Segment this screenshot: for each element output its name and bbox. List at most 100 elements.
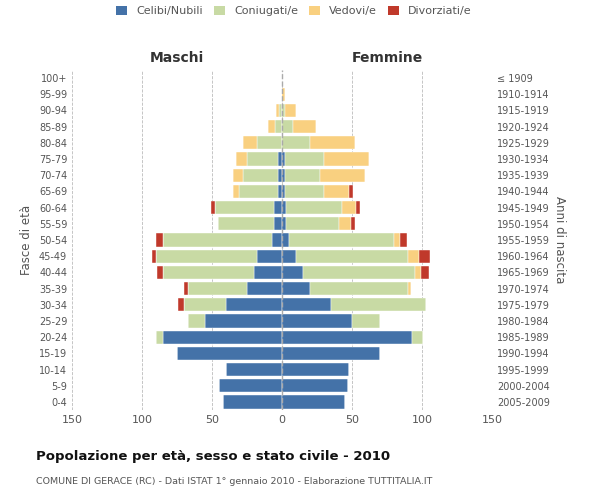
- Bar: [310, 282, 408, 295]
- Bar: [188, 282, 247, 295]
- Bar: [282, 88, 285, 101]
- Bar: [226, 298, 282, 312]
- Bar: [156, 250, 257, 263]
- Bar: [350, 217, 355, 230]
- Bar: [282, 217, 286, 230]
- Bar: [163, 234, 272, 246]
- Bar: [178, 298, 184, 312]
- Bar: [282, 396, 345, 408]
- Bar: [310, 136, 355, 149]
- Bar: [296, 250, 408, 263]
- Bar: [215, 201, 274, 214]
- Bar: [156, 330, 163, 344]
- Bar: [243, 136, 257, 149]
- Bar: [157, 266, 163, 279]
- Bar: [282, 266, 303, 279]
- Bar: [331, 298, 426, 312]
- Bar: [282, 314, 352, 328]
- Bar: [340, 217, 350, 230]
- Bar: [415, 266, 421, 279]
- Y-axis label: Anni di nascita: Anni di nascita: [553, 196, 566, 284]
- Bar: [219, 379, 282, 392]
- Bar: [282, 201, 286, 214]
- Bar: [289, 234, 394, 246]
- Bar: [282, 346, 380, 360]
- Bar: [400, 234, 407, 246]
- Bar: [257, 250, 282, 263]
- Bar: [218, 217, 274, 230]
- Text: Femmine: Femmine: [352, 51, 422, 65]
- Bar: [408, 250, 419, 263]
- Bar: [282, 363, 349, 376]
- Bar: [156, 234, 163, 246]
- Bar: [282, 234, 289, 246]
- Bar: [275, 120, 282, 134]
- Bar: [152, 250, 156, 263]
- Bar: [293, 120, 316, 134]
- Bar: [282, 136, 310, 149]
- Bar: [412, 330, 424, 344]
- Bar: [320, 168, 365, 182]
- Bar: [247, 282, 282, 295]
- Bar: [349, 185, 353, 198]
- Bar: [279, 104, 282, 117]
- Bar: [184, 298, 226, 312]
- Text: Maschi: Maschi: [150, 51, 204, 65]
- Bar: [356, 201, 361, 214]
- Bar: [257, 136, 282, 149]
- Bar: [268, 120, 275, 134]
- Bar: [163, 330, 282, 344]
- Bar: [282, 104, 285, 117]
- Bar: [188, 314, 205, 328]
- Bar: [272, 234, 282, 246]
- Bar: [274, 201, 282, 214]
- Bar: [254, 266, 282, 279]
- Bar: [285, 185, 324, 198]
- Bar: [324, 152, 369, 166]
- Bar: [394, 234, 400, 246]
- Text: COMUNE DI GERACE (RC) - Dati ISTAT 1° gennaio 2010 - Elaborazione TUTTITALIA.IT: COMUNE DI GERACE (RC) - Dati ISTAT 1° ge…: [36, 478, 433, 486]
- Text: Popolazione per età, sesso e stato civile - 2010: Popolazione per età, sesso e stato civil…: [36, 450, 390, 463]
- Bar: [239, 185, 278, 198]
- Bar: [163, 266, 254, 279]
- Bar: [205, 314, 282, 328]
- Bar: [421, 266, 429, 279]
- Bar: [303, 266, 415, 279]
- Bar: [282, 168, 285, 182]
- Bar: [243, 168, 278, 182]
- Bar: [278, 185, 282, 198]
- Bar: [277, 104, 279, 117]
- Legend: Celibi/Nubili, Coniugati/e, Vedovi/e, Divorziati/e: Celibi/Nubili, Coniugati/e, Vedovi/e, Di…: [116, 6, 472, 16]
- Bar: [184, 282, 188, 295]
- Bar: [233, 168, 243, 182]
- Bar: [282, 185, 285, 198]
- Bar: [282, 330, 412, 344]
- Bar: [342, 201, 356, 214]
- Bar: [285, 168, 320, 182]
- Bar: [177, 346, 282, 360]
- Bar: [278, 152, 282, 166]
- Bar: [286, 217, 340, 230]
- Bar: [282, 250, 296, 263]
- Bar: [282, 379, 348, 392]
- Bar: [286, 201, 342, 214]
- Bar: [247, 152, 278, 166]
- Bar: [282, 298, 331, 312]
- Bar: [285, 152, 324, 166]
- Bar: [282, 152, 285, 166]
- Bar: [223, 396, 282, 408]
- Bar: [324, 185, 349, 198]
- Bar: [211, 201, 215, 214]
- Bar: [419, 250, 430, 263]
- Bar: [274, 217, 282, 230]
- Bar: [282, 282, 310, 295]
- Bar: [236, 152, 247, 166]
- Bar: [226, 363, 282, 376]
- Bar: [408, 282, 411, 295]
- Bar: [352, 314, 380, 328]
- Bar: [285, 104, 296, 117]
- Bar: [233, 185, 239, 198]
- Bar: [278, 168, 282, 182]
- Bar: [282, 120, 293, 134]
- Y-axis label: Fasce di età: Fasce di età: [20, 205, 33, 275]
